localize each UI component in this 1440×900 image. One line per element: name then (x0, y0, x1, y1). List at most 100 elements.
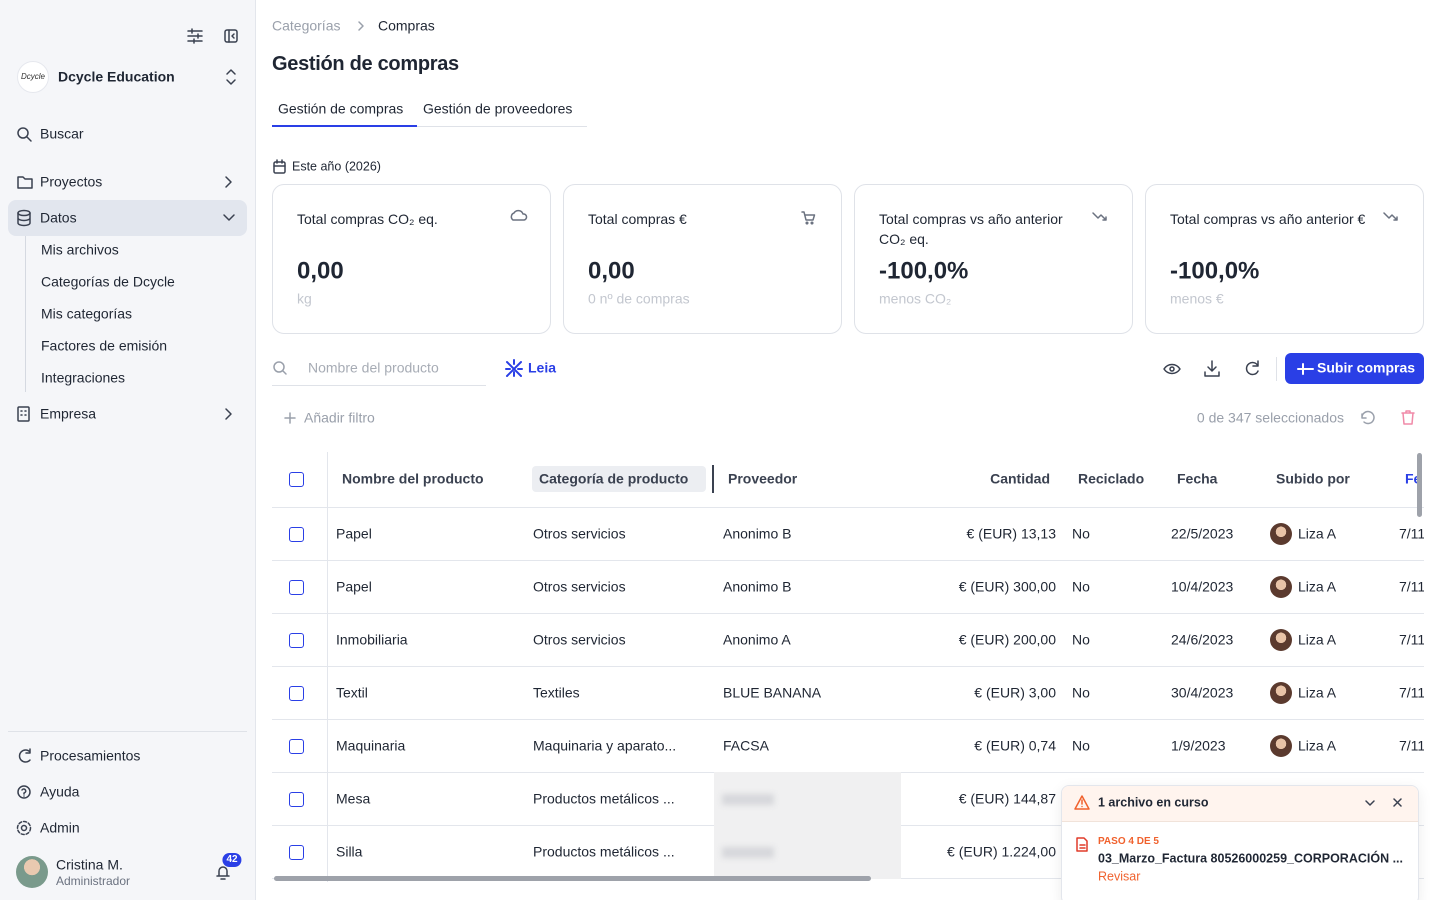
table-cell: 24/6/2023 (1171, 631, 1234, 648)
kpi-subtitle: 0 nº de compras (588, 290, 690, 307)
checkbox[interactable] (289, 472, 304, 487)
kpi-title: Total compras vs año anterior CO₂ eq. (879, 211, 1063, 247)
subnav-item[interactable]: Mis archivos (41, 241, 119, 258)
table-cell: FACSA (723, 737, 769, 754)
notification-badge[interactable]: 42 (222, 853, 242, 867)
kpi-card (1145, 184, 1424, 334)
column-header[interactable]: Reciclado (1078, 470, 1145, 487)
checkbox[interactable] (289, 792, 304, 807)
column-header[interactable]: Proveedor (728, 470, 798, 487)
add-filter[interactable]: Añadir filtro (304, 409, 375, 426)
column-header[interactable]: Subido por (1276, 470, 1350, 487)
kpi-value: -100,0% (1170, 257, 1260, 285)
h-scrollbar[interactable] (274, 876, 871, 881)
kpi-card (563, 184, 842, 334)
active-nav-bg (8, 200, 247, 236)
table-cell: Liza A (1298, 525, 1337, 542)
resize-handle (712, 465, 714, 493)
table-cell: Liza A (1298, 578, 1337, 595)
kpi-card (854, 184, 1133, 334)
user-name: Cristina M. (56, 856, 123, 873)
kpi-card (272, 184, 551, 334)
table-cell: € (EUR) 3,00 (974, 684, 1056, 701)
subnav-item[interactable]: Integraciones (41, 369, 126, 386)
assistant-button[interactable]: Leia (528, 359, 557, 376)
subnav-item[interactable]: Categorías de Dcycle (41, 273, 175, 290)
table-cell: Otros servicios (533, 525, 626, 542)
user-role: Administrador (56, 873, 131, 888)
checkbox[interactable] (289, 686, 304, 701)
nav-item[interactable]: Buscar (40, 125, 84, 142)
sidebar (0, 0, 256, 900)
nav-item[interactable]: Procesamientos (40, 747, 141, 764)
v-scrollbar[interactable] (1417, 453, 1422, 517)
tab-active (272, 125, 417, 127)
period-filter[interactable]: Este año (2026) (292, 159, 381, 174)
row-border (272, 613, 1424, 614)
header-pill (532, 466, 706, 492)
toast-action[interactable]: Revisar (1098, 869, 1141, 884)
table-cell: Textiles (533, 684, 580, 701)
search-underline (272, 385, 486, 386)
checkbox[interactable] (289, 739, 304, 754)
nav-item[interactable]: Empresa (40, 405, 97, 422)
column-header[interactable]: Cantidad (990, 470, 1050, 487)
checkbox[interactable] (289, 845, 304, 860)
table-cell: Productos metálicos ... (533, 843, 675, 860)
checkbox[interactable] (289, 527, 304, 542)
search-input[interactable]: Nombre del producto (308, 359, 439, 376)
user-avatar (16, 856, 48, 888)
org-name[interactable]: Dcycle Education (58, 68, 175, 85)
table-cell: No (1072, 684, 1090, 701)
sidebar-divider (8, 731, 247, 732)
table-cell: Inmobiliaria (336, 631, 408, 648)
toast-header (1062, 786, 1418, 822)
column-divider (327, 452, 328, 882)
table-cell: No (1072, 525, 1090, 542)
uploader-avatar (1270, 682, 1292, 704)
breadcrumb: Compras (378, 17, 435, 34)
column-header[interactable]: Categoría de producto (539, 470, 689, 487)
tab[interactable]: Gestión de compras (278, 100, 404, 117)
column-header[interactable]: Nombre del producto (342, 470, 484, 487)
table-cell: € (EUR) 300,00 (958, 578, 1056, 595)
kpi-value: 0,00 (588, 257, 635, 285)
kpi-subtitle: kg (297, 290, 312, 307)
subnav-item[interactable]: Mis categorías (41, 305, 133, 322)
table-cell: 1/9/2023 (1171, 737, 1226, 754)
toast-file: 03_Marzo_Factura 80526000259_CORPORACIÓN… (1098, 851, 1404, 866)
nav-item[interactable]: Admin (40, 819, 80, 836)
table-cell: Textil (336, 684, 368, 701)
upload-label[interactable]: Subir compras (1317, 359, 1416, 376)
table-cell: Productos metálicos ... (533, 790, 675, 807)
table-cell: 22/5/2023 (1171, 525, 1234, 542)
uploader-avatar (1270, 523, 1292, 545)
table-cell: Maquinaria (336, 737, 406, 754)
checkbox[interactable] (289, 633, 304, 648)
table-cell: 10/4/2023 (1171, 578, 1234, 595)
toast-title: 1 archivo en curso (1098, 795, 1209, 810)
table-cell: 30/4/2023 (1171, 684, 1234, 701)
nav-item[interactable]: Proyectos (40, 173, 103, 190)
table-cell: No (1072, 631, 1090, 648)
table-cell: Otros servicios (533, 631, 626, 648)
checkbox[interactable] (289, 580, 304, 595)
tab-underline (272, 126, 587, 127)
logo (17, 61, 49, 93)
table-cell: No (1072, 578, 1090, 595)
table-cell: Liza A (1298, 631, 1337, 648)
table-cell: € (EUR) 144,87 (958, 790, 1056, 807)
nav-item[interactable]: Ayuda (40, 783, 80, 800)
page-title: Gestión de compras (272, 53, 459, 75)
tab[interactable]: Gestión de proveedores (423, 100, 573, 117)
breadcrumb[interactable]: Categorías (272, 17, 341, 34)
nav-item[interactable]: Datos (40, 209, 77, 226)
kpi-title: Total compras vs año anterior € (1170, 211, 1366, 227)
subnav-item[interactable]: Factores de emisión (41, 337, 168, 354)
table-cell: € (EUR) 0,74 (974, 737, 1056, 754)
table-cell: Papel (336, 578, 372, 595)
column-header[interactable]: Fecha (1177, 470, 1218, 487)
table-cell: Anonimo B (723, 525, 792, 542)
